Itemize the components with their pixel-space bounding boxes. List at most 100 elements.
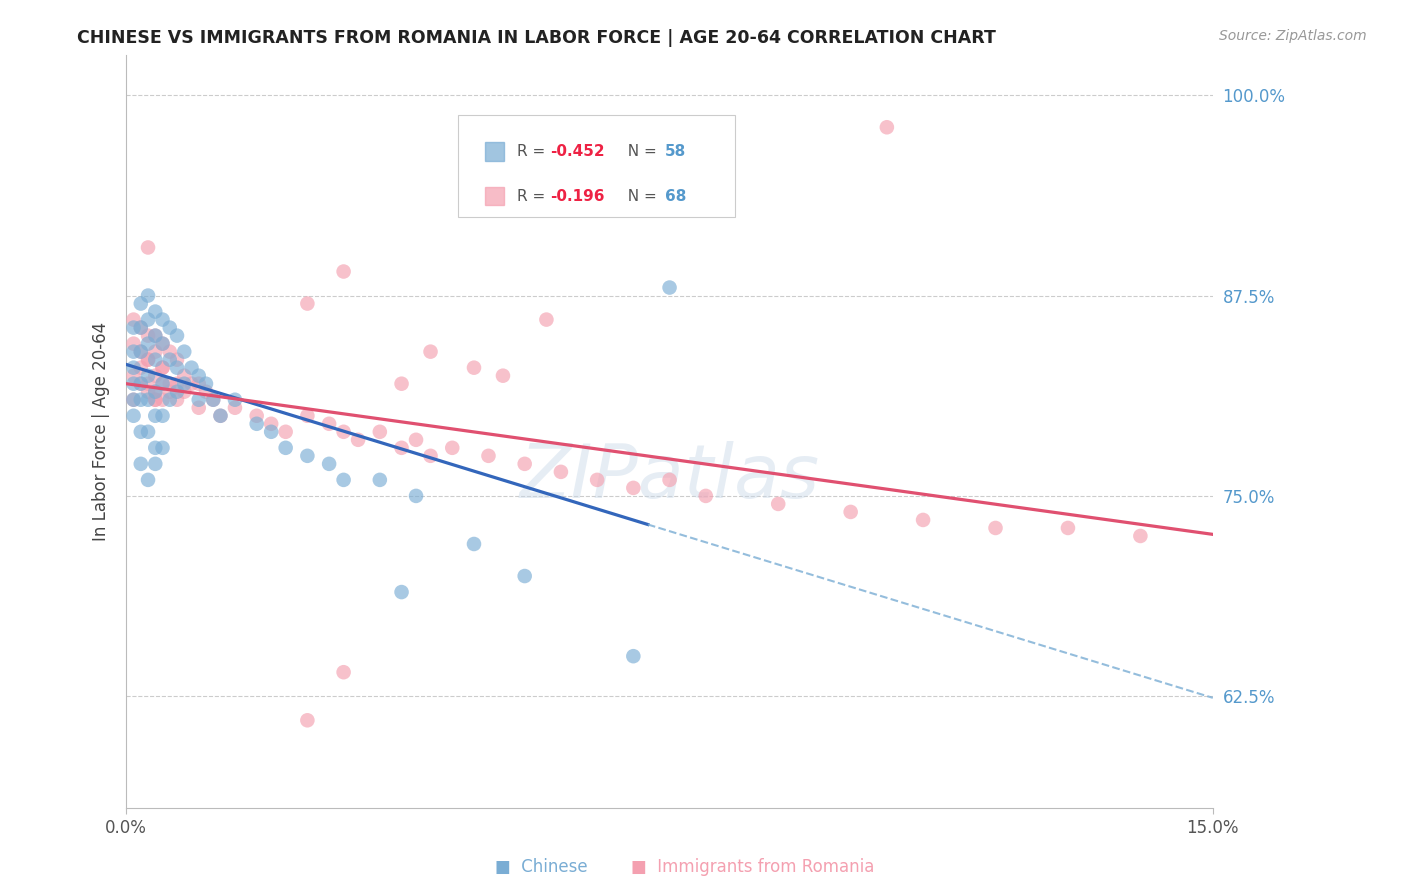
Point xyxy=(129,296,152,310)
Point xyxy=(143,384,166,399)
Point xyxy=(152,376,174,391)
Point xyxy=(202,392,225,407)
Point xyxy=(143,328,166,343)
Point xyxy=(984,521,1007,535)
Point xyxy=(839,505,862,519)
Point xyxy=(912,513,935,527)
Point xyxy=(136,336,159,351)
Point xyxy=(143,441,166,455)
Point xyxy=(1129,529,1152,543)
Point xyxy=(347,433,370,447)
Point xyxy=(260,417,283,431)
Point xyxy=(166,376,188,391)
Point xyxy=(441,441,464,455)
Point xyxy=(419,344,441,359)
Point xyxy=(152,360,174,375)
Point xyxy=(152,360,174,375)
Point xyxy=(152,441,174,455)
Point xyxy=(477,449,499,463)
Point xyxy=(391,376,413,391)
Point xyxy=(143,368,166,383)
Point xyxy=(166,352,188,367)
Point xyxy=(224,392,246,407)
Point xyxy=(143,352,166,367)
Point xyxy=(297,449,319,463)
Point xyxy=(143,392,166,407)
Point xyxy=(513,569,536,583)
Point xyxy=(136,368,159,383)
Point xyxy=(195,376,218,391)
Point xyxy=(152,336,174,351)
Text: -0.196: -0.196 xyxy=(550,188,605,203)
Point xyxy=(129,425,152,439)
Point xyxy=(368,473,391,487)
Text: ■  Chinese: ■ Chinese xyxy=(495,858,588,876)
Point xyxy=(129,360,152,375)
Text: 68: 68 xyxy=(665,188,686,203)
Point xyxy=(136,352,159,367)
Point xyxy=(405,433,427,447)
Point xyxy=(195,384,218,399)
Point xyxy=(187,401,209,415)
Bar xyxy=(485,142,505,161)
Point xyxy=(550,465,572,479)
Point xyxy=(180,360,202,375)
Point xyxy=(209,409,232,423)
Point xyxy=(332,425,354,439)
Point xyxy=(318,417,340,431)
Point xyxy=(159,344,181,359)
Point xyxy=(187,376,209,391)
Point xyxy=(122,392,145,407)
Text: ZIPatlas: ZIPatlas xyxy=(519,441,820,513)
Point xyxy=(143,457,166,471)
Point xyxy=(246,417,269,431)
Point xyxy=(405,489,427,503)
Point xyxy=(166,328,188,343)
Point xyxy=(274,441,297,455)
Point xyxy=(136,384,159,399)
Point xyxy=(297,714,319,728)
Point xyxy=(187,368,209,383)
Point xyxy=(159,352,181,367)
Point xyxy=(129,320,152,334)
Point xyxy=(332,665,354,680)
Point xyxy=(129,392,152,407)
Point xyxy=(173,376,195,391)
Point xyxy=(391,441,413,455)
Point xyxy=(274,425,297,439)
Point xyxy=(173,344,195,359)
Point xyxy=(224,401,246,415)
FancyBboxPatch shape xyxy=(458,115,735,217)
Point xyxy=(136,240,159,254)
Point xyxy=(143,304,166,318)
Point xyxy=(143,392,166,407)
Point xyxy=(463,360,485,375)
Point xyxy=(260,425,283,439)
Point xyxy=(136,288,159,302)
Point xyxy=(143,384,166,399)
Point xyxy=(332,264,354,278)
Point xyxy=(129,376,152,391)
Point xyxy=(136,352,159,367)
Point xyxy=(586,473,609,487)
Point xyxy=(332,473,354,487)
Point xyxy=(143,344,166,359)
Point xyxy=(159,320,181,334)
Point xyxy=(368,425,391,439)
Y-axis label: In Labor Force | Age 20-64: In Labor Force | Age 20-64 xyxy=(93,322,110,541)
Point xyxy=(129,320,152,334)
Point xyxy=(143,409,166,423)
Point xyxy=(129,344,152,359)
Text: 58: 58 xyxy=(665,145,686,159)
Point xyxy=(122,312,145,326)
Point xyxy=(209,409,232,423)
Point xyxy=(766,497,789,511)
Point xyxy=(621,481,644,495)
Text: N =: N = xyxy=(619,188,662,203)
Point xyxy=(318,457,340,471)
Point xyxy=(391,585,413,599)
Text: N =: N = xyxy=(619,145,662,159)
Point xyxy=(136,392,159,407)
Point xyxy=(143,328,166,343)
Point xyxy=(159,392,181,407)
